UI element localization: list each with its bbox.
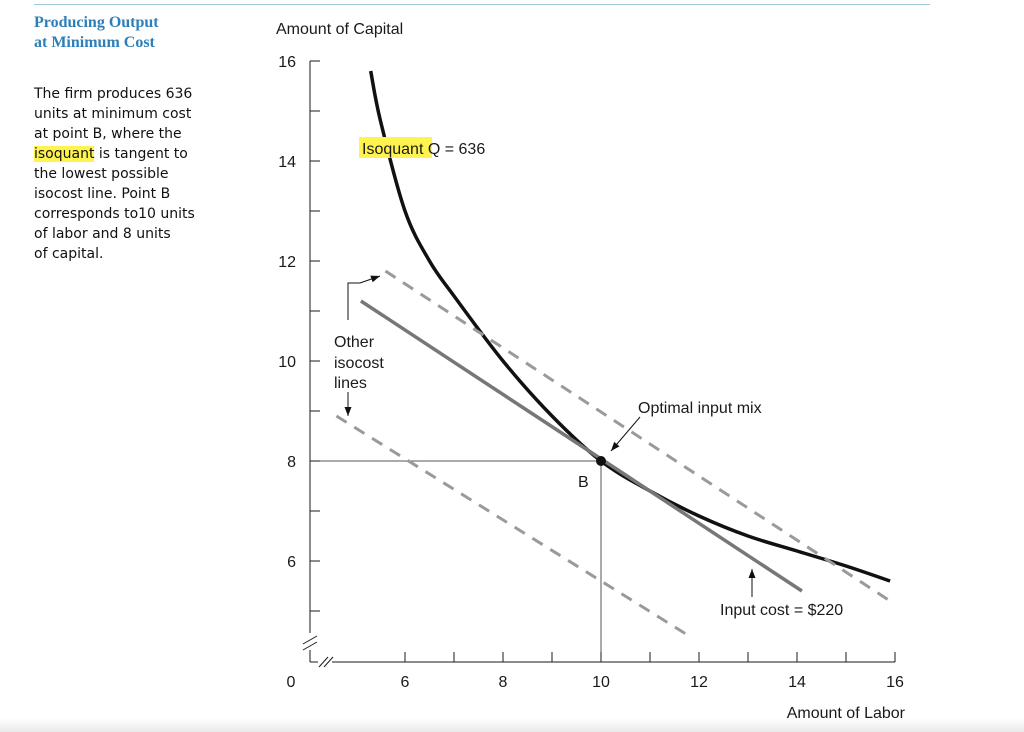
isoquant-label-prefix: Isoquant: [362, 141, 424, 158]
caption-line-8: of labor and 8 units: [34, 226, 171, 242]
x-axis-break-mark: [323, 656, 334, 668]
caption-highlight-isoquant: isoquant: [34, 146, 95, 162]
caption-line-4-rest: is tangent to: [98, 146, 188, 162]
caption-line-6: isocost line. Point B: [34, 186, 171, 202]
annotation-arrows: [344, 275, 756, 597]
x-tick-label: 8: [499, 674, 508, 691]
sidebar-caption: The firm produces 636 units at minimum c…: [34, 84, 234, 264]
sidebar-title-line-1: Producing Output: [34, 14, 159, 31]
input-cost-arrow-head: [748, 569, 756, 578]
other-isocost-arrow-up-tip-head: [370, 275, 380, 283]
isocost-line-220: [359, 299, 803, 593]
x-tick-label: 10: [592, 674, 610, 691]
x-origin-label: 0: [287, 674, 296, 691]
chart-axes: [302, 61, 895, 668]
caption-line-2: units at minimum cost: [34, 106, 192, 122]
other-isocost-arrow-down-head: [344, 407, 352, 416]
input-cost-label: Input cost = $220: [720, 602, 843, 619]
isoquant-label: Isoquant Q = 636: [362, 141, 485, 158]
optimal-mix-label: Optimal input mix: [638, 400, 762, 417]
x-axis-break-mark: [318, 656, 329, 668]
y-axis-break-mark: [302, 641, 318, 651]
other-isocost-label-1: Other: [334, 334, 375, 351]
y-tick-label: 10: [278, 354, 296, 371]
top-rule: [34, 4, 930, 5]
isoquant-curve: [368, 70, 891, 583]
optimal-point-b: [596, 456, 606, 466]
y-axis-break-mark: [302, 635, 318, 645]
x-tick-label: 12: [690, 674, 708, 691]
caption-line-9: of capital.: [34, 246, 104, 262]
chart-ticks: 6 8 10 12 14 16 6 8 10 12 14 16: [278, 54, 904, 691]
caption-line-3: at point B, where the: [34, 126, 182, 142]
x-tick-label: 16: [886, 674, 904, 691]
sidebar-title: Producing Output at Minimum Cost: [34, 13, 234, 53]
bottom-shade: [0, 718, 1024, 732]
other-isocost-label-3: lines: [334, 375, 367, 392]
y-tick-label: 14: [278, 154, 296, 171]
guide-lines: [310, 460, 602, 662]
other-isocost-arrow-up: [347, 282, 360, 320]
isoquant-label-value: Q = 636: [428, 141, 485, 158]
caption-line-4: isoquant is tangent to: [34, 144, 234, 164]
chart-lines: [335, 70, 891, 638]
point-b-label: B: [578, 474, 589, 491]
y-tick-label: 12: [278, 254, 296, 271]
chart-annotations: Amount of Capital Amount of Labor 0 Isoq…: [276, 21, 906, 722]
sidebar-title-line-2: at Minimum Cost: [34, 34, 155, 51]
other-isocost-line: [384, 269, 891, 603]
caption-line-5: the lowest possible: [34, 166, 169, 182]
y-tick-label: 16: [278, 54, 296, 71]
x-tick-label: 6: [401, 674, 410, 691]
y-tick-label: 6: [287, 554, 296, 571]
other-isocost-label-2: isocost: [334, 355, 384, 372]
caption-line-7: corresponds to10 units: [34, 206, 195, 222]
caption-line-1: The firm produces 636: [34, 86, 193, 102]
isoquant-label-highlight: [359, 137, 432, 158]
other-isocost-line: [335, 414, 690, 638]
y-axis-label: Amount of Capital: [276, 21, 403, 38]
x-tick-label: 14: [788, 674, 806, 691]
optimal-point-group: [596, 456, 606, 466]
y-tick-label: 8: [287, 454, 296, 471]
optimal-mix-arrow-head: [611, 441, 620, 451]
x-axis-label: Amount of Labor: [787, 705, 906, 722]
